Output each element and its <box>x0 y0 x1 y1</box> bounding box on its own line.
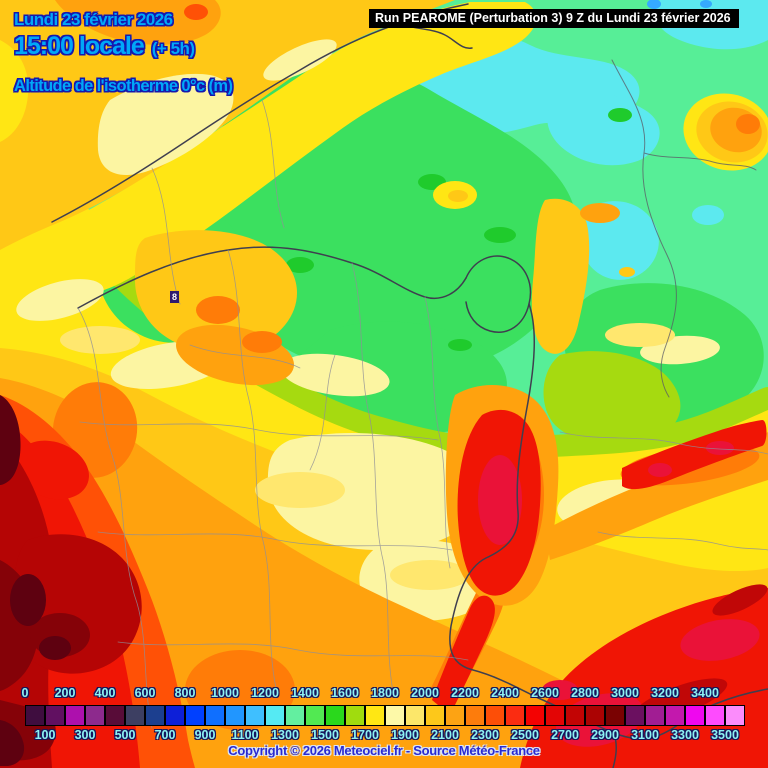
time-offset: (+ 5h) <box>151 39 195 58</box>
legend-swatch-3200 <box>665 705 685 726</box>
legend-label-3000: 3000 <box>611 686 639 700</box>
legend-label-2700: 2700 <box>551 728 579 742</box>
legend-label-2900: 2900 <box>591 728 619 742</box>
legend-label-900: 900 <box>194 728 216 742</box>
legend-label-200: 200 <box>54 686 76 700</box>
legend-swatch-2600 <box>545 705 565 726</box>
department-borders <box>77 99 768 729</box>
legend-swatch-2500 <box>525 705 545 726</box>
legend-swatch-700 <box>165 705 185 726</box>
legend-swatch-1100 <box>245 705 265 726</box>
legend-label-2300: 2300 <box>471 728 499 742</box>
legend-label-1500: 1500 <box>311 728 339 742</box>
legend-label-1400: 1400 <box>291 686 319 700</box>
legend-label-100: 100 <box>34 728 56 742</box>
legend-label-2000: 2000 <box>411 686 439 700</box>
legend-label-1900: 1900 <box>391 728 419 742</box>
legend-swatch-900 <box>205 705 225 726</box>
date-label: Lundi 23 février 2026 <box>14 10 173 29</box>
legend-swatch-2700 <box>565 705 585 726</box>
legend-label-2800: 2800 <box>571 686 599 700</box>
legend-swatch-500 <box>125 705 145 726</box>
legend-swatch-2300 <box>485 705 505 726</box>
legend-label-600: 600 <box>134 686 156 700</box>
legend-label-1000: 1000 <box>211 686 239 700</box>
legend-swatch-1600 <box>345 705 365 726</box>
legend-label-1100: 1100 <box>231 728 259 742</box>
legend-swatch-2200 <box>465 705 485 726</box>
legend-swatch-2100 <box>445 705 465 726</box>
legend-swatch-1700 <box>365 705 385 726</box>
legend-label-3300: 3300 <box>671 728 699 742</box>
legend-swatch-200 <box>65 705 85 726</box>
legend-swatch-2400 <box>505 705 525 726</box>
legend-label-2600: 2600 <box>531 686 559 700</box>
run-banner: Run PEAROME (Perturbation 3) 9 Z du Lund… <box>369 9 739 28</box>
min-value-marker: 8 <box>170 291 179 303</box>
legend-label-700: 700 <box>154 728 176 742</box>
legend-swatch-300 <box>85 705 105 726</box>
legend-swatch-3400 <box>705 705 725 726</box>
legend-swatch-2800 <box>585 705 605 726</box>
legend-label-3500: 3500 <box>711 728 739 742</box>
legend-bar <box>25 705 745 726</box>
legend-swatch-1900 <box>405 705 425 726</box>
variable-label: Altitude de l'isotherme 0°c (m) <box>14 77 233 95</box>
legend-swatch-3300 <box>685 705 705 726</box>
legend-label-3400: 3400 <box>691 686 719 700</box>
region-borders <box>611 59 757 398</box>
legend-swatch-3100 <box>645 705 665 726</box>
time-label: 15:00 locale (+ 5h) <box>14 32 232 61</box>
legend-swatch-400 <box>105 705 125 726</box>
legend-label-2500: 2500 <box>511 728 539 742</box>
title-block: Lundi 23 février 2026 15:00 locale (+ 5h)… <box>14 10 233 96</box>
legend-label-3100: 3100 <box>631 728 659 742</box>
legend-swatch-2000 <box>425 705 445 726</box>
legend-swatch-1800 <box>385 705 405 726</box>
legend-swatch-1500 <box>325 705 345 726</box>
legend-swatch-0 <box>25 705 45 726</box>
legend-label-1600: 1600 <box>331 686 359 700</box>
legend-label-1200: 1200 <box>251 686 279 700</box>
legend-label-1300: 1300 <box>271 728 299 742</box>
legend-label-500: 500 <box>114 728 136 742</box>
legend-swatch-1200 <box>265 705 285 726</box>
local-time: 15:00 locale <box>14 32 145 60</box>
legend-swatch-600 <box>145 705 165 726</box>
legend-swatch-2900 <box>605 705 625 726</box>
legend-swatch-3000 <box>625 705 645 726</box>
legend-label-800: 800 <box>174 686 196 700</box>
legend-label-2400: 2400 <box>491 686 519 700</box>
legend-label-2200: 2200 <box>451 686 479 700</box>
legend-label-400: 400 <box>94 686 116 700</box>
legend-label-1700: 1700 <box>351 728 379 742</box>
legend-label-0: 0 <box>21 686 29 700</box>
legend-label-3200: 3200 <box>651 686 679 700</box>
legend-swatch-1300 <box>285 705 305 726</box>
legend-label-300: 300 <box>74 728 96 742</box>
legend-swatch-800 <box>185 705 205 726</box>
legend-label-2100: 2100 <box>431 728 459 742</box>
legend-swatch-1000 <box>225 705 245 726</box>
legend-swatch-3500 <box>725 705 745 726</box>
legend-swatch-1400 <box>305 705 325 726</box>
legend-label-1800: 1800 <box>371 686 399 700</box>
legend-swatch-100 <box>45 705 65 726</box>
copyright-notice: Copyright © 2026 Meteociel.fr - Source M… <box>228 743 540 758</box>
